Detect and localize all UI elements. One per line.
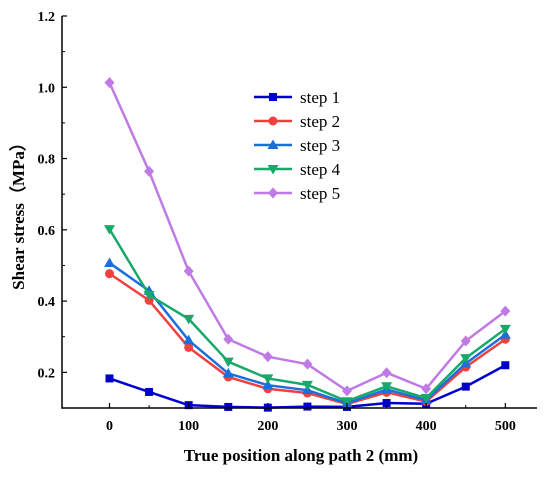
data-point bbox=[183, 314, 195, 325]
series-5 bbox=[104, 77, 511, 397]
x-tick-label: 200 bbox=[257, 419, 278, 434]
legend-label: step 2 bbox=[300, 112, 340, 131]
data-point bbox=[460, 335, 471, 347]
data-point bbox=[381, 382, 393, 392]
legend-label: step 5 bbox=[300, 184, 340, 203]
legend-item-5: step 5 bbox=[254, 184, 340, 203]
x-tick-label: 100 bbox=[178, 419, 199, 434]
data-point bbox=[104, 225, 115, 235]
y-tick-label: 0.2 bbox=[38, 366, 56, 381]
data-point bbox=[183, 334, 195, 345]
legend-marker bbox=[267, 139, 279, 149]
x-tick-label: 0 bbox=[106, 419, 113, 434]
legend: step 1 step 2 step 3 step 4 step 5 bbox=[254, 88, 341, 203]
data-point bbox=[461, 382, 470, 391]
data-point bbox=[184, 342, 194, 352]
data-point bbox=[302, 358, 313, 370]
data-point bbox=[382, 399, 391, 408]
legend-label: step 1 bbox=[300, 88, 340, 107]
y-tick-label: 0.6 bbox=[38, 224, 56, 239]
x-tick-label: 500 bbox=[495, 419, 516, 434]
data-point bbox=[420, 394, 432, 404]
legend-item-3: step 3 bbox=[254, 136, 340, 155]
legend-label: step 3 bbox=[300, 136, 340, 155]
legend-item-2: step 2 bbox=[254, 112, 340, 131]
legend-marker bbox=[268, 187, 278, 199]
legend-marker bbox=[268, 116, 278, 126]
data-point bbox=[222, 357, 234, 368]
data-point bbox=[301, 380, 313, 391]
data-point bbox=[223, 333, 234, 345]
legend-marker bbox=[269, 93, 277, 101]
data-point bbox=[341, 397, 353, 407]
data-point bbox=[499, 324, 511, 335]
y-axis-title: Shear stress（MPa） bbox=[8, 134, 28, 290]
legend-item-1: step 1 bbox=[254, 88, 340, 107]
legend-item-4: step 4 bbox=[254, 160, 341, 179]
data-point bbox=[500, 305, 511, 317]
y-tick-label: 1.0 bbox=[38, 81, 56, 96]
data-point bbox=[460, 354, 472, 364]
legend-marker bbox=[267, 165, 279, 175]
data-point bbox=[104, 257, 115, 267]
x-tick-label: 300 bbox=[337, 419, 358, 434]
data-point bbox=[342, 385, 352, 397]
x-axis-title: True position along path 2 (mm) bbox=[184, 446, 418, 465]
data-point bbox=[222, 367, 234, 378]
data-point bbox=[105, 374, 114, 383]
y-tick-label: 0.4 bbox=[38, 295, 56, 310]
y-tick-label: 0.8 bbox=[38, 153, 56, 168]
data-point bbox=[262, 379, 274, 390]
data-point bbox=[105, 269, 114, 279]
x-tick-label: 400 bbox=[416, 419, 437, 434]
series-4 bbox=[104, 225, 511, 407]
data-point bbox=[421, 383, 432, 395]
data-point bbox=[143, 291, 155, 301]
data-point bbox=[381, 367, 392, 379]
data-point bbox=[183, 265, 194, 277]
data-point bbox=[262, 374, 274, 384]
data-point bbox=[262, 351, 273, 363]
y-tick-label: 1.2 bbox=[38, 10, 56, 25]
data-point bbox=[104, 77, 115, 89]
data-point bbox=[501, 361, 510, 370]
legend-label: step 4 bbox=[300, 160, 341, 179]
axes-layer: 0.2 0.4 0.6 0.8 1.0 1.2 0 100 200 300 400 500 bbox=[38, 10, 537, 434]
data-point bbox=[145, 387, 154, 396]
data-point bbox=[144, 165, 155, 177]
